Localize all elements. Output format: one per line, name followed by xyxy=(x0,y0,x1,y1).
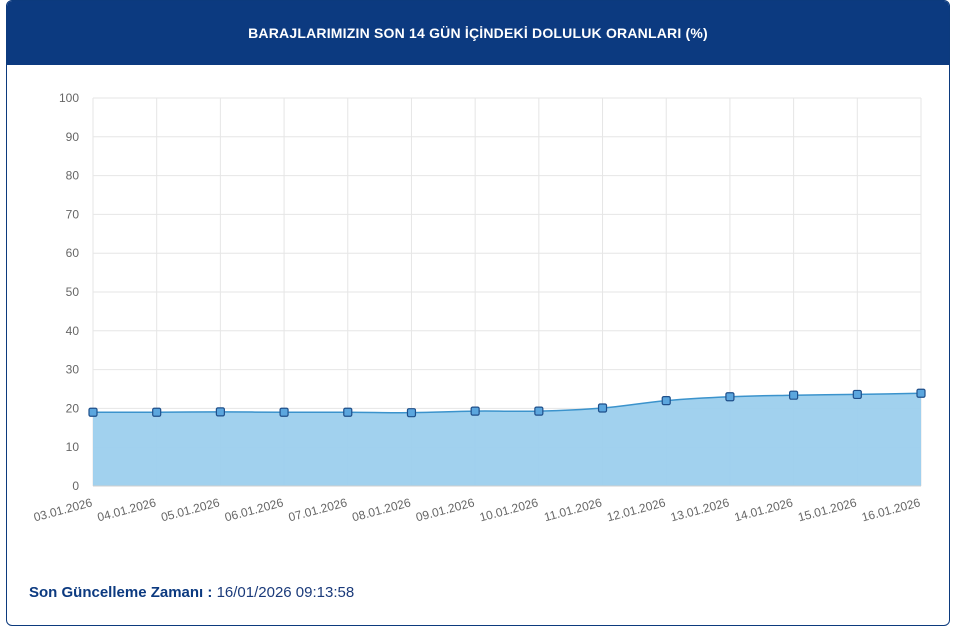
x-tick-label: 03.01.2026 xyxy=(32,495,94,524)
x-tick-label: 10.01.2026 xyxy=(478,495,540,524)
data-point xyxy=(215,407,225,417)
y-tick-label: 0 xyxy=(72,479,79,493)
last-update-label: Son Güncelleme Zamanı : xyxy=(29,584,213,601)
data-point xyxy=(152,407,162,417)
x-tick-label: 09.01.2026 xyxy=(414,495,476,524)
area-chart: 0 10 20 30 40 50 60 70 80 90 100 03.01.2026 04.01.20… xyxy=(32,91,926,524)
x-tick-label: 12.01.2026 xyxy=(605,495,667,524)
chart-title: BARAJLARIMIZIN SON 14 GÜN İÇİNDEKİ DOLUL… xyxy=(248,25,708,41)
data-point xyxy=(279,407,289,417)
y-tick-label: 90 xyxy=(66,130,80,144)
y-tick-label: 10 xyxy=(66,440,80,454)
data-point xyxy=(597,403,608,413)
series-line xyxy=(92,392,922,414)
data-point xyxy=(916,388,926,398)
data-point xyxy=(343,407,353,417)
x-tick-label: 16.01.2026 xyxy=(860,495,922,524)
x-tick-label: 07.01.2026 xyxy=(287,495,349,524)
data-point xyxy=(789,390,799,400)
data-point xyxy=(406,408,417,418)
y-tick-label: 70 xyxy=(66,207,80,221)
chart-area: 0 10 20 30 40 50 60 70 80 90 100 03.01.2026 04.01.20… xyxy=(7,65,949,555)
data-point xyxy=(661,396,671,406)
y-tick-label: 20 xyxy=(66,401,80,415)
x-tick-label: 08.01.2026 xyxy=(351,495,413,524)
y-tick-label: 40 xyxy=(66,324,80,338)
x-tick-label: 06.01.2026 xyxy=(223,495,285,524)
card-header: BARAJLARIMIZIN SON 14 GÜN İÇİNDEKİ DOLUL… xyxy=(7,1,949,65)
x-tick-label: 14.01.2026 xyxy=(733,495,795,524)
chart-card: BARAJLARIMIZIN SON 14 GÜN İÇİNDEKİ DOLUL… xyxy=(6,0,950,626)
data-point xyxy=(470,406,480,416)
x-tick-label: 05.01.2026 xyxy=(160,495,222,524)
y-tick-label: 100 xyxy=(59,91,79,105)
y-tick-label: 80 xyxy=(66,169,80,183)
last-update: Son Güncelleme Zamanı : 16/01/2026 09:13… xyxy=(29,584,354,601)
data-point xyxy=(534,406,544,416)
data-point xyxy=(725,392,735,402)
y-tick-label: 50 xyxy=(66,285,80,299)
data-point xyxy=(88,407,98,417)
y-tick-label: 30 xyxy=(66,363,80,377)
y-tick-label: 60 xyxy=(66,246,80,260)
x-tick-label: 15.01.2026 xyxy=(796,495,858,524)
x-tick-label: 13.01.2026 xyxy=(669,495,731,524)
x-tick-label: 04.01.2026 xyxy=(96,495,158,524)
x-tick-label: 11.01.2026 xyxy=(543,495,604,524)
data-point xyxy=(852,389,862,400)
series-area xyxy=(93,393,921,486)
last-update-value: 16/01/2026 09:13:58 xyxy=(216,584,355,601)
